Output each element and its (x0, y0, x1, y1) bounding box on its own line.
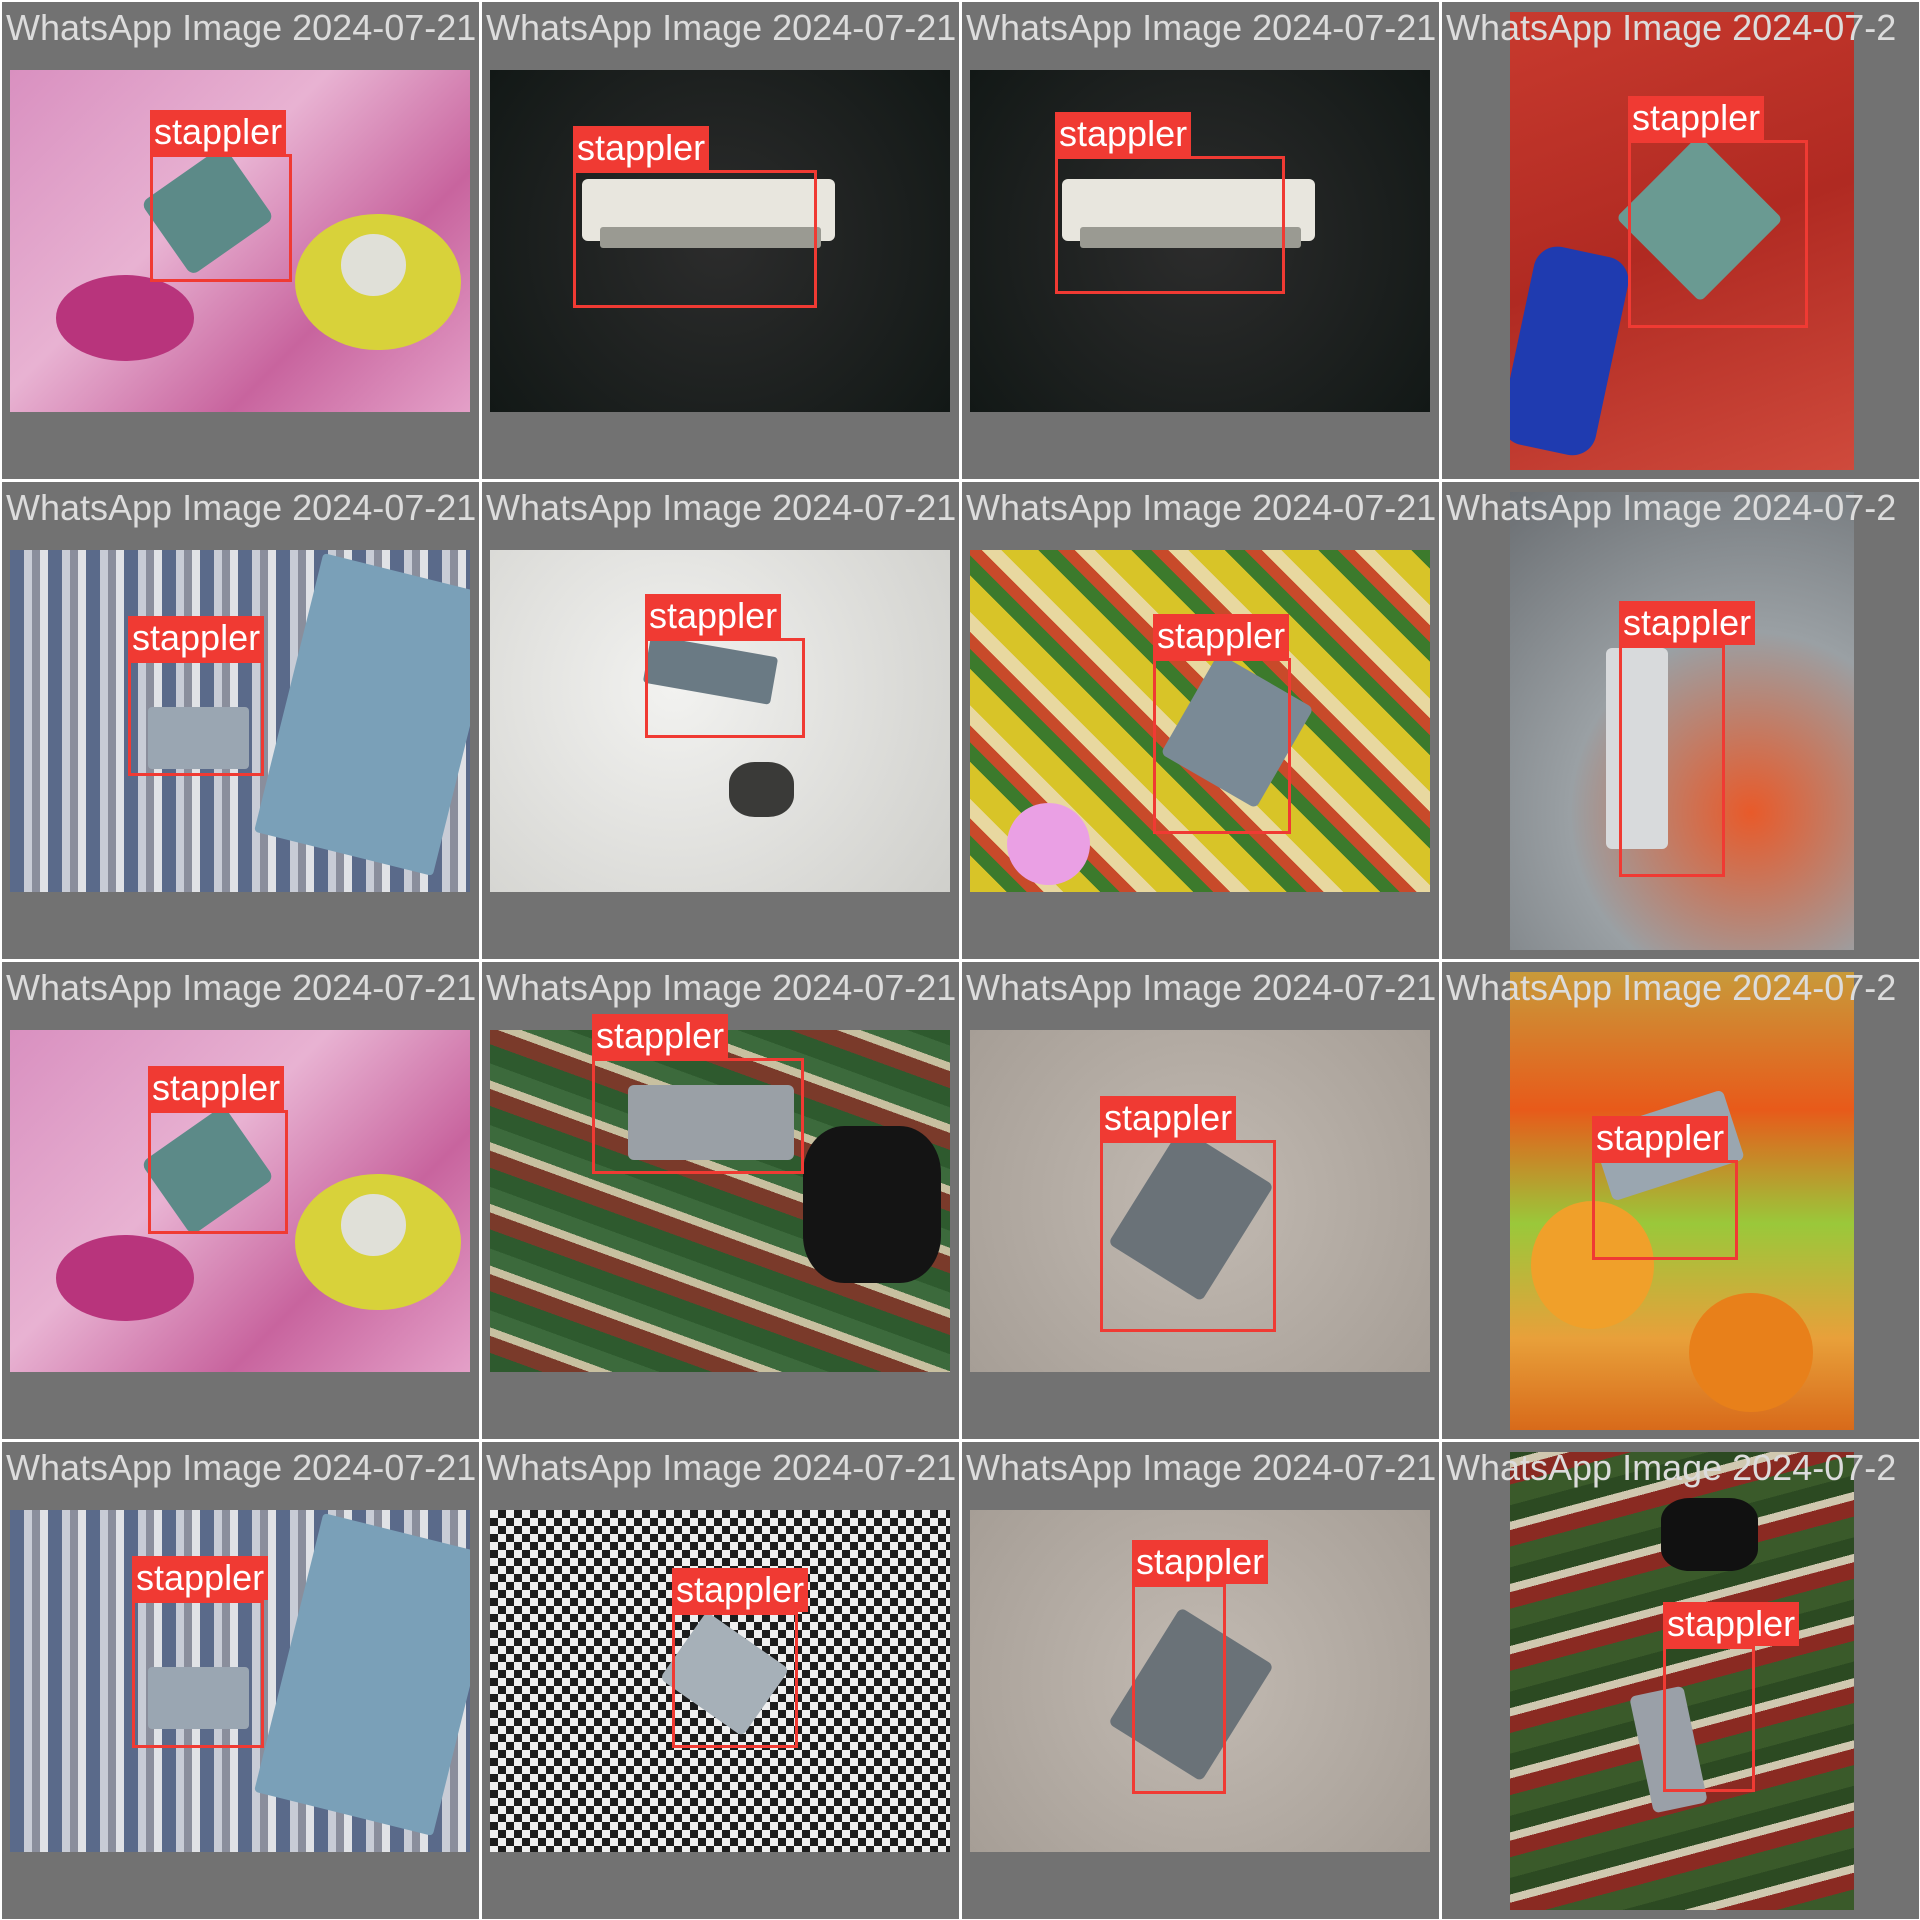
detection-label: stappler (592, 1014, 728, 1058)
image-caption: WhatsApp Image 2024-07-21 at 9.26.34 AM (6, 4, 479, 52)
detection-label: stappler (148, 1066, 284, 1110)
image-caption: WhatsApp Image 2024-07-21 at 9.27.38 AM (6, 484, 479, 532)
image-caption: WhatsApp Image 2024-07-21 at 10.38.44 AM (6, 964, 479, 1012)
detection-box (573, 170, 817, 308)
image-caption: WhatsApp Image 2024-07-21 at 10.40.17 AM (486, 4, 959, 52)
detection-label: stappler (128, 616, 264, 660)
detection-label: stappler (1153, 614, 1289, 658)
photo-object (254, 1513, 470, 1836)
photo-object (56, 275, 194, 361)
detection-box (1132, 1584, 1226, 1794)
photo-object (1510, 242, 1633, 459)
detection-box (148, 1110, 288, 1234)
detection-box (672, 1612, 798, 1748)
image-caption: WhatsApp Image 2024-07-2 (1446, 1444, 1896, 1492)
detection-box (1619, 645, 1725, 877)
image-caption: WhatsApp Image 2024-07-2 (1446, 4, 1896, 52)
detection-label: stappler (132, 1556, 268, 1600)
image-caption: WhatsApp Image 2024-07-21 at 9.27.24 AM (966, 484, 1439, 532)
image-caption: WhatsApp Image 2024-07-21 at 9.27.46 AM (966, 4, 1439, 52)
photo-object (803, 1126, 941, 1283)
detection-box (1592, 1160, 1738, 1260)
detection-box (128, 660, 264, 776)
image-caption: WhatsApp Image 2024-07-21 at 9.27.25 AM (966, 1444, 1439, 1492)
detection-label: stappler (1132, 1540, 1268, 1584)
detection-box (1100, 1140, 1276, 1332)
detection-box (1153, 658, 1291, 834)
photo-object (1661, 1498, 1757, 1571)
image-caption: WhatsApp Image 2024-07-21 at 9.27.25 AM (966, 964, 1439, 1012)
detection-box (1055, 156, 1285, 294)
photo-object (1007, 803, 1090, 885)
detection-box (1628, 140, 1808, 328)
detection-box (645, 638, 805, 738)
photo-object (56, 1235, 194, 1321)
photo-object (341, 234, 405, 296)
detection-label: stappler (1100, 1096, 1236, 1140)
detection-label: stappler (573, 126, 709, 170)
photo-object (254, 553, 470, 876)
detection-label: stappler (1619, 601, 1755, 645)
detection-label: stappler (1628, 96, 1764, 140)
detection-label: stappler (672, 1568, 808, 1612)
image-caption: WhatsApp Image 2024-07-21 at 9.27.37 AM (486, 484, 959, 532)
image-caption: WhatsApp Image 2024-07-21 at 9.24.42 AM (486, 964, 959, 1012)
photo-object (1689, 1293, 1813, 1412)
detection-box (150, 154, 292, 282)
detection-box (132, 1600, 264, 1748)
detection-label: stappler (1055, 112, 1191, 156)
image-caption: WhatsApp Image 2024-07-2 (1446, 484, 1896, 532)
detection-label: stappler (150, 110, 286, 154)
detection-label: stappler (1592, 1116, 1728, 1160)
photo-object (729, 762, 793, 817)
image-caption: WhatsApp Image 2024-07-21 at 10.40.06 AM (6, 1444, 479, 1492)
photo-object (341, 1194, 405, 1256)
detection-label: stappler (645, 594, 781, 638)
detection-label: stappler (1663, 1602, 1799, 1646)
detection-box (1663, 1646, 1755, 1792)
image-caption: WhatsApp Image 2024-07-21 at 9.26.33 AM (486, 1444, 959, 1492)
detection-box (592, 1058, 804, 1174)
image-caption: WhatsApp Image 2024-07-2 (1446, 964, 1896, 1012)
